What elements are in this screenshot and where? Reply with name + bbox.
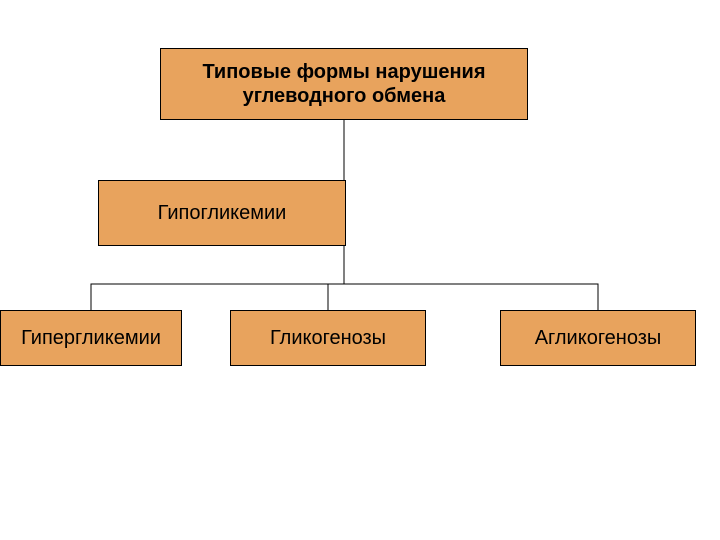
leaf2-node: Гликогенозы (230, 310, 426, 366)
level2-node: Гипогликемии (98, 180, 346, 246)
leaf3-label: Агликогенозы (535, 326, 662, 350)
leaf3-node: Агликогенозы (500, 310, 696, 366)
diagram-canvas: Типовые формы нарушения углеводного обме… (0, 0, 720, 540)
root-label: Типовые формы нарушения углеводного обме… (161, 60, 527, 108)
leaf2-label: Гликогенозы (270, 326, 386, 350)
root-node: Типовые формы нарушения углеводного обме… (160, 48, 528, 120)
leaf1-node: Гипергликемии (0, 310, 182, 366)
level2-label: Гипогликемии (158, 201, 287, 225)
leaf1-label: Гипергликемии (21, 326, 161, 350)
